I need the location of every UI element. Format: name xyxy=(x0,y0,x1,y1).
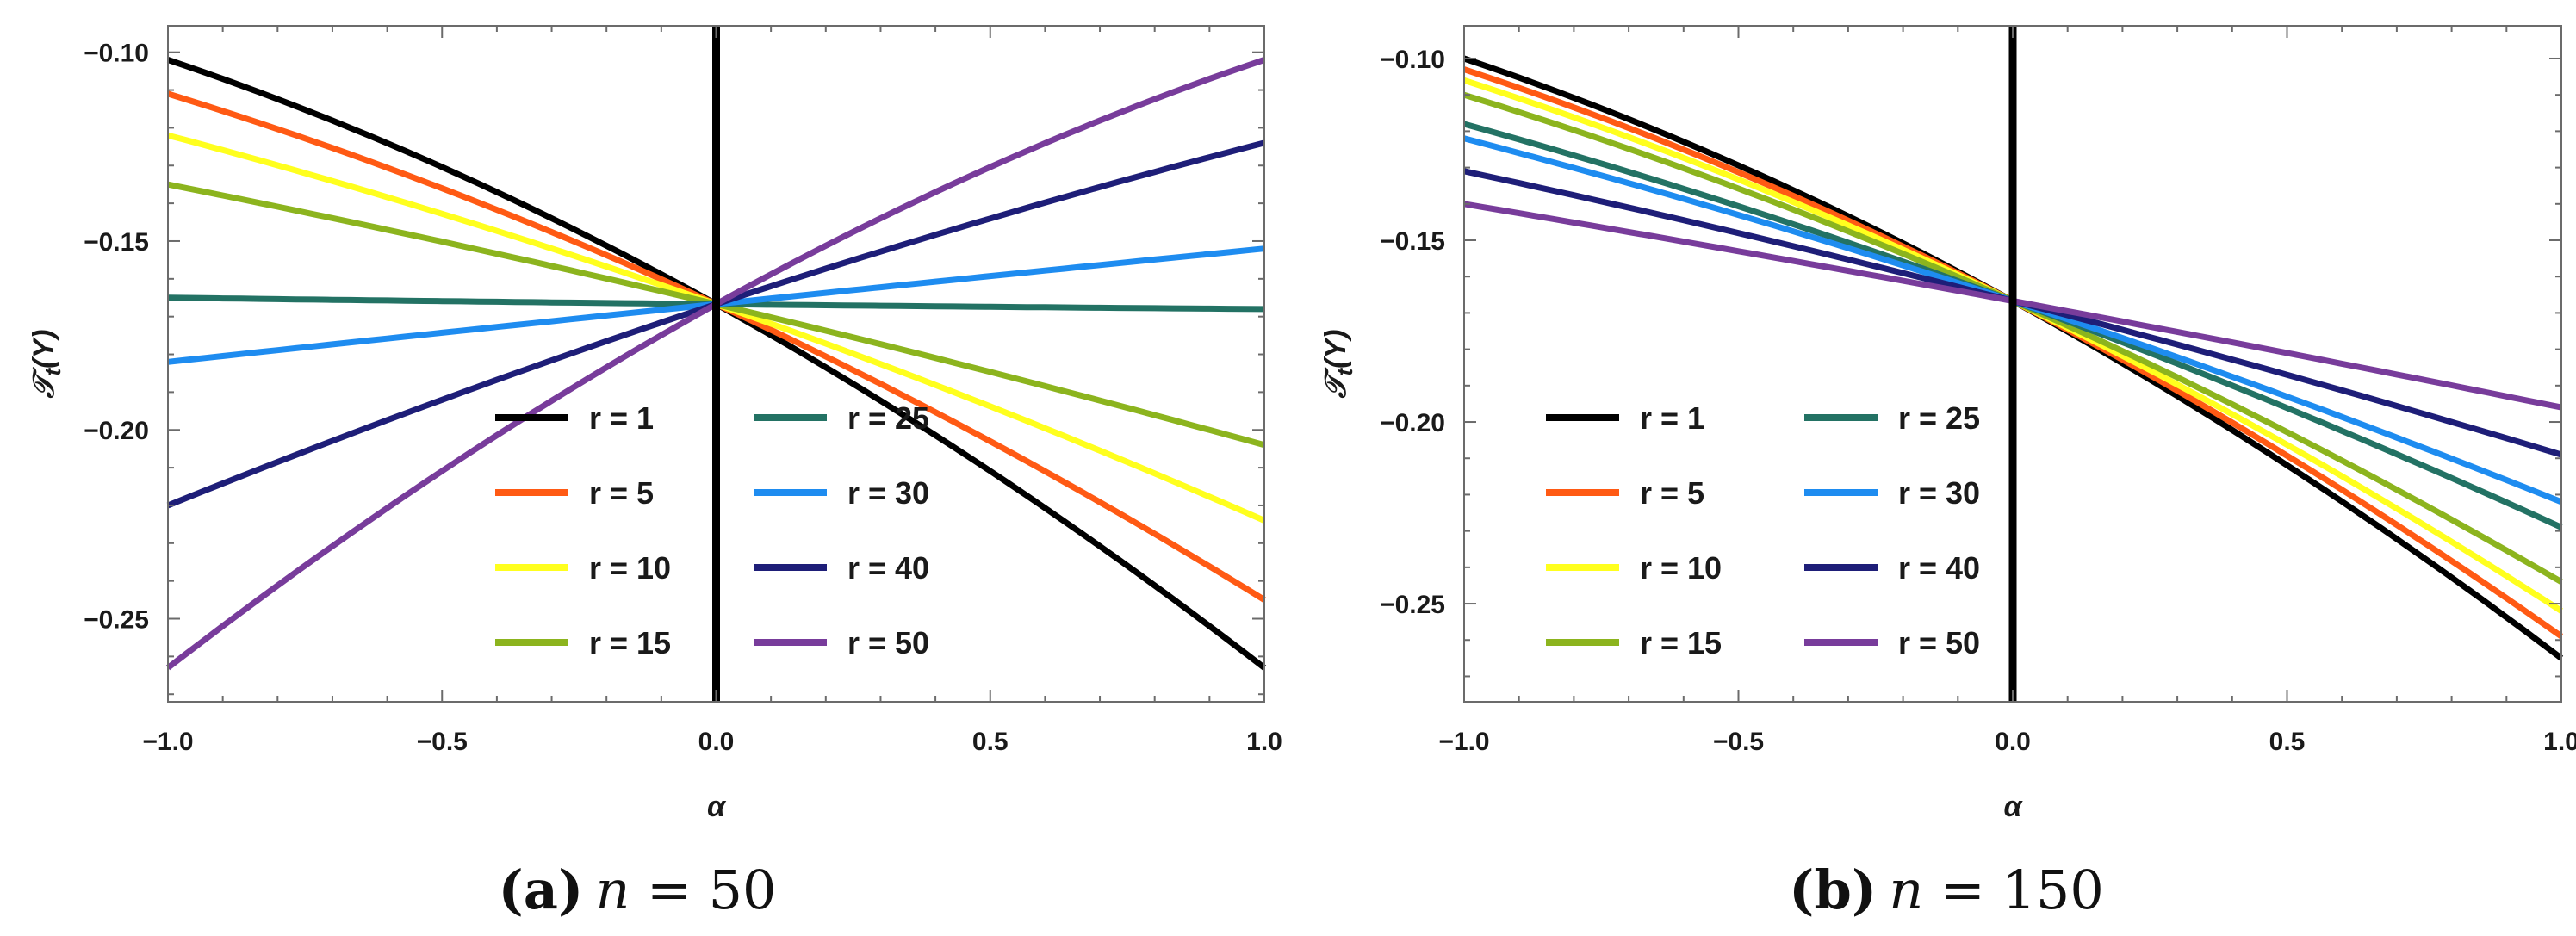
legend-item: r = 10 xyxy=(1546,550,1722,586)
caption-equation: = 50 xyxy=(630,859,776,921)
y-axis-label-arg: (Y) xyxy=(28,329,60,368)
x-tick-label: 0.5 xyxy=(972,728,1009,756)
legend-label: r = 1 xyxy=(1640,400,1704,436)
x-axis-label: α xyxy=(2003,790,2023,823)
y-axis-label-arg: (Y) xyxy=(1319,329,1352,368)
y-tick-labels: −0.25 −0.20 −0.15 −0.10 xyxy=(1380,46,1445,619)
legend-item: r = 1 xyxy=(495,400,654,436)
legend-item: r = 30 xyxy=(754,475,929,511)
x-tick-label: −0.5 xyxy=(1713,728,1764,756)
legend-label: r = 25 xyxy=(847,400,929,436)
panel-b: −1.0 −0.5 0.0 0.5 1.0 −0.25 −0.20 −0.15 −0.10 α… xyxy=(1319,25,2576,921)
x-axis-label: α xyxy=(707,790,727,823)
caption-equation: = 150 xyxy=(1923,859,2104,921)
x-tick-label: 0.0 xyxy=(1995,728,2031,756)
legend-item: r = 30 xyxy=(1804,475,1980,511)
legend-label: r = 50 xyxy=(1898,625,1980,660)
caption-label: (a) xyxy=(498,859,583,921)
y-tick-labels: −0.25 −0.20 −0.15 −0.10 xyxy=(84,40,149,635)
legend-item: r = 15 xyxy=(1546,625,1722,660)
y-tick-label: −0.25 xyxy=(84,606,149,635)
legend-item: r = 40 xyxy=(754,550,929,586)
legend-item: r = 5 xyxy=(495,475,654,511)
legend: r = 1 r = 5 r = 10 r = 15 r = 25 r = 30 r = 40… xyxy=(1546,400,1980,660)
legend-label: r = 5 xyxy=(589,475,654,511)
y-tick-label: −0.25 xyxy=(1380,591,1445,619)
legend-item: r = 10 xyxy=(495,550,671,586)
legend-label: r = 15 xyxy=(589,625,671,660)
x-tick-label: −1.0 xyxy=(142,728,193,756)
legend-item: r = 25 xyxy=(754,400,929,436)
legend-item: r = 25 xyxy=(1804,400,1980,436)
y-axis-label: 𝒯t(Y) xyxy=(28,329,65,399)
x-tick-label: 1.0 xyxy=(1246,728,1282,756)
legend-label: r = 40 xyxy=(847,550,929,586)
y-tick-label: −0.10 xyxy=(1380,46,1445,74)
legend-item: r = 15 xyxy=(495,625,671,660)
y-axis-label-sub: t xyxy=(1331,367,1357,375)
legend-item: r = 50 xyxy=(1804,625,1980,660)
x-tick-label: 0.0 xyxy=(698,728,735,756)
x-tick-label: 0.5 xyxy=(2269,728,2306,756)
y-tick-label: −0.20 xyxy=(84,417,149,445)
x-tick-label: 1.0 xyxy=(2543,728,2576,756)
y-tick-label: −0.20 xyxy=(1380,409,1445,437)
legend-label: r = 30 xyxy=(1898,475,1980,511)
legend-label: r = 10 xyxy=(1640,550,1722,586)
y-tick-label: −0.15 xyxy=(84,228,149,257)
legend-item: r = 40 xyxy=(1804,550,1980,586)
caption-variable: n xyxy=(595,859,630,921)
legend-label: r = 40 xyxy=(1898,550,1980,586)
panel-a: −1.0 −0.5 0.0 0.5 1.0 −0.25 −0.20 −0.15 −0.10 α… xyxy=(28,25,1282,921)
y-tick-label: −0.15 xyxy=(1380,227,1445,256)
legend-label: r = 10 xyxy=(589,550,671,586)
legend-item: r = 5 xyxy=(1546,475,1704,511)
caption-a: (a) n = 50 xyxy=(498,859,776,921)
x-tick-labels: −1.0 −0.5 0.0 0.5 1.0 xyxy=(1438,728,2576,756)
y-axis-label: 𝒯t(Y) xyxy=(1319,329,1357,399)
legend: r = 1 r = 5 r = 10 r = 15 r = 25 r = 30 r = 40… xyxy=(495,400,929,660)
legend-label: r = 50 xyxy=(847,625,929,660)
tick-marks xyxy=(167,26,1265,702)
x-tick-label: −1.0 xyxy=(1438,728,1489,756)
legend-item: r = 50 xyxy=(754,625,929,660)
legend-label: r = 1 xyxy=(589,400,654,436)
legend-item: r = 1 xyxy=(1546,400,1704,436)
x-tick-label: −0.5 xyxy=(417,728,468,756)
y-axis-label-sub: t xyxy=(40,367,65,375)
x-tick-labels: −1.0 −0.5 0.0 0.5 1.0 xyxy=(142,728,1282,756)
legend-label: r = 5 xyxy=(1640,475,1704,511)
legend-label: r = 25 xyxy=(1898,400,1980,436)
y-tick-label: −0.10 xyxy=(84,40,149,68)
legend-label: r = 15 xyxy=(1640,625,1722,660)
caption-variable: n xyxy=(1889,859,1923,921)
tick-marks xyxy=(1463,26,2562,702)
caption-b: (b) n = 150 xyxy=(1789,859,2104,921)
legend-label: r = 30 xyxy=(847,475,929,511)
caption-label: (b) xyxy=(1789,859,1877,921)
